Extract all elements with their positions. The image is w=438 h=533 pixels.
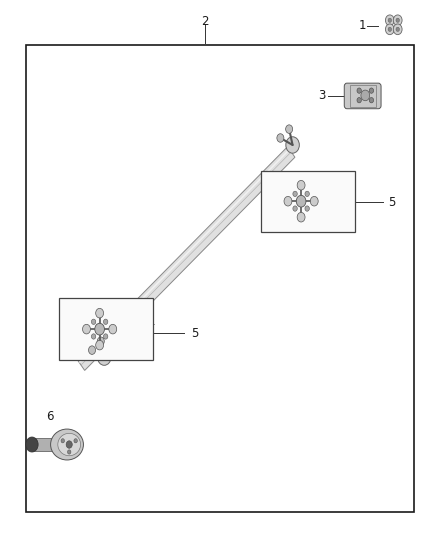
Circle shape: [92, 319, 96, 325]
Circle shape: [305, 206, 309, 211]
Circle shape: [388, 27, 392, 31]
Circle shape: [305, 191, 309, 197]
Ellipse shape: [50, 429, 83, 460]
Circle shape: [82, 324, 90, 334]
Circle shape: [361, 90, 370, 101]
Circle shape: [98, 349, 111, 365]
Circle shape: [296, 196, 306, 207]
Circle shape: [385, 15, 394, 26]
Circle shape: [61, 439, 64, 443]
Circle shape: [393, 24, 402, 35]
Circle shape: [97, 337, 104, 345]
Bar: [59, 298, 153, 360]
Circle shape: [92, 334, 96, 339]
Circle shape: [297, 213, 305, 222]
Circle shape: [396, 18, 399, 22]
Text: 1: 1: [359, 19, 367, 32]
Circle shape: [310, 197, 318, 206]
Circle shape: [286, 125, 293, 133]
Circle shape: [293, 206, 297, 211]
Bar: [26, 45, 414, 512]
Text: 6: 6: [46, 410, 54, 423]
Polygon shape: [79, 149, 290, 364]
Circle shape: [286, 137, 299, 153]
Circle shape: [396, 27, 399, 31]
Circle shape: [388, 18, 392, 22]
Circle shape: [385, 24, 394, 35]
Text: 3: 3: [318, 90, 325, 102]
Circle shape: [369, 88, 374, 93]
Circle shape: [369, 98, 374, 103]
Circle shape: [103, 334, 108, 339]
Circle shape: [393, 15, 402, 26]
Text: 5: 5: [389, 196, 396, 208]
Circle shape: [284, 197, 292, 206]
FancyBboxPatch shape: [344, 83, 381, 109]
Bar: [261, 171, 355, 232]
Text: 2: 2: [201, 15, 209, 28]
Circle shape: [357, 98, 361, 103]
Text: 4: 4: [323, 188, 330, 198]
Circle shape: [66, 441, 72, 448]
Circle shape: [88, 346, 95, 354]
Ellipse shape: [58, 433, 81, 456]
Bar: [32, 438, 53, 451]
Circle shape: [95, 340, 103, 350]
Bar: [350, 85, 376, 107]
Text: 4: 4: [148, 319, 155, 328]
Circle shape: [277, 134, 284, 142]
Circle shape: [293, 191, 297, 197]
Circle shape: [103, 319, 108, 325]
Circle shape: [297, 180, 305, 190]
Circle shape: [95, 323, 104, 335]
Circle shape: [109, 324, 117, 334]
Circle shape: [357, 88, 361, 93]
Polygon shape: [78, 147, 295, 370]
Circle shape: [26, 437, 38, 452]
Text: 5: 5: [191, 327, 198, 340]
Circle shape: [74, 439, 78, 443]
Circle shape: [95, 308, 103, 318]
Circle shape: [67, 450, 71, 454]
